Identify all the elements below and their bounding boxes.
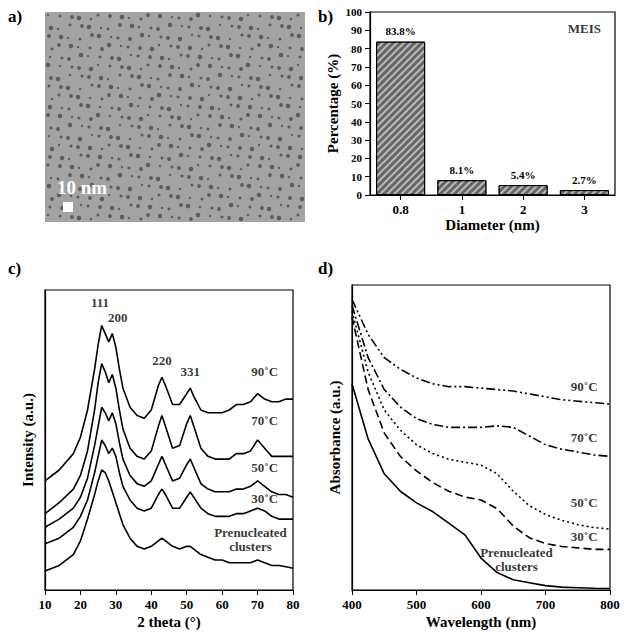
svg-text:20: 20: [351, 152, 363, 164]
svg-text:600: 600: [471, 597, 491, 612]
svg-text:MEIS: MEIS: [568, 21, 601, 36]
svg-text:50: 50: [180, 597, 193, 612]
svg-text:70˚C: 70˚C: [571, 430, 598, 445]
svg-text:400: 400: [342, 597, 362, 612]
svg-text:80: 80: [287, 597, 300, 612]
svg-text:100: 100: [346, 6, 363, 18]
svg-text:83.8%: 83.8%: [386, 25, 416, 37]
svg-text:c): c): [8, 259, 21, 278]
svg-text:30: 30: [351, 134, 363, 146]
svg-text:331: 331: [181, 364, 201, 379]
svg-text:200: 200: [108, 310, 128, 325]
svg-text:a): a): [8, 7, 22, 26]
svg-text:70˚C: 70˚C: [251, 413, 278, 428]
svg-text:700: 700: [536, 597, 556, 612]
svg-text:b): b): [318, 7, 333, 26]
svg-text:clusters: clusters: [495, 559, 538, 574]
svg-text:30: 30: [109, 597, 122, 612]
svg-text:40: 40: [145, 597, 158, 612]
svg-text:Percentage (%): Percentage (%): [325, 54, 342, 153]
svg-text:40: 40: [351, 116, 363, 128]
svg-text:90˚C: 90˚C: [571, 379, 598, 394]
svg-text:60: 60: [351, 79, 363, 91]
svg-text:clusters: clusters: [229, 539, 272, 554]
svg-text:8.1%: 8.1%: [450, 164, 475, 176]
svg-text:1: 1: [459, 202, 466, 217]
svg-text:111: 111: [91, 295, 109, 310]
svg-text:80: 80: [351, 43, 363, 55]
svg-text:2: 2: [520, 202, 527, 217]
svg-text:60: 60: [216, 597, 229, 612]
svg-text:Absorbance (a.u.): Absorbance (a.u.): [327, 381, 344, 495]
svg-text:Prenucleated: Prenucleated: [480, 545, 553, 560]
svg-text:30˚C: 30˚C: [571, 529, 598, 544]
svg-text:2 theta (°): 2 theta (°): [137, 614, 200, 631]
svg-text:30˚C: 30˚C: [251, 491, 278, 506]
svg-text:220: 220: [152, 353, 172, 368]
svg-text:70: 70: [351, 61, 363, 73]
svg-text:Intensity (a.u.): Intensity (a.u.): [20, 393, 37, 487]
svg-text:d): d): [318, 259, 333, 278]
svg-text:500: 500: [407, 597, 427, 612]
svg-text:90: 90: [351, 24, 363, 36]
svg-text:10: 10: [351, 171, 363, 183]
svg-text:10: 10: [39, 597, 52, 612]
svg-text:50˚C: 50˚C: [571, 495, 598, 510]
svg-text:50˚C: 50˚C: [251, 460, 278, 475]
svg-text:10 nm: 10 nm: [57, 177, 107, 198]
svg-text:Wavelength (nm): Wavelength (nm): [426, 614, 536, 631]
svg-text:50: 50: [351, 98, 363, 110]
svg-text:20: 20: [74, 597, 87, 612]
svg-text:800: 800: [600, 597, 620, 612]
svg-text:5.4%: 5.4%: [511, 169, 536, 181]
svg-text:0: 0: [357, 189, 363, 201]
svg-text:90˚C: 90˚C: [251, 364, 278, 379]
svg-text:Diameter (nm): Diameter (nm): [445, 217, 539, 234]
svg-text:70: 70: [251, 597, 264, 612]
svg-text:3: 3: [581, 202, 588, 217]
svg-text:Prenucleated: Prenucleated: [214, 525, 287, 540]
svg-text:0.8: 0.8: [393, 202, 410, 217]
svg-text:2.7%: 2.7%: [572, 174, 597, 186]
